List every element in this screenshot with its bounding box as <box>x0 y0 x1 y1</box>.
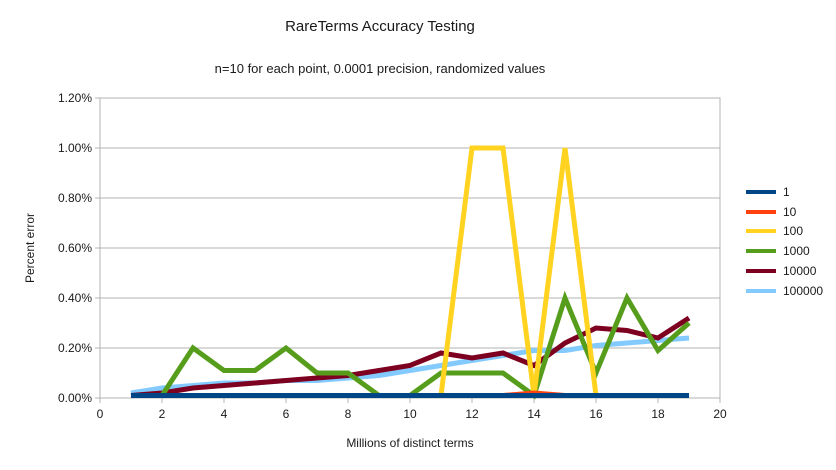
y-tick-label: 0.00% <box>58 391 92 405</box>
legend-label-10: 10 <box>783 204 797 219</box>
x-tick-label: 20 <box>713 407 727 421</box>
y-tick-label: 0.20% <box>58 341 92 355</box>
x-tick-label: 14 <box>527 407 541 421</box>
series-line-1000 <box>131 290 691 400</box>
legend-label-100: 100 <box>783 224 804 239</box>
y-tick-label: 0.40% <box>58 291 92 305</box>
y-tick-label: 1.00% <box>58 141 92 155</box>
legend-swatch-100000 <box>746 288 776 293</box>
legend: 1 10 100 1000 10000 100000 <box>746 182 823 301</box>
x-tick-label: 12 <box>465 407 479 421</box>
x-tick-label: 4 <box>221 407 228 421</box>
legend-swatch-1000 <box>746 249 776 254</box>
legend-item-1000: 1000 <box>746 241 823 261</box>
x-axis-title: Millions of distinct terms <box>346 436 474 450</box>
x-tick-label: 6 <box>283 407 290 421</box>
x-tick-label: 10 <box>403 407 417 421</box>
series-line-10000 <box>130 315 691 398</box>
x-tick-label: 16 <box>589 407 603 421</box>
legend-item-100000: 100000 <box>746 281 823 301</box>
legend-label-1: 1 <box>783 184 790 199</box>
legend-item-10: 10 <box>746 202 823 222</box>
legend-swatch-100 <box>746 229 776 234</box>
y-axis-title: Percent error <box>23 212 37 284</box>
legend-item-100: 100 <box>746 222 823 242</box>
y-tick-label: 0.60% <box>58 241 92 255</box>
y-tick-label: 0.80% <box>58 191 92 205</box>
legend-label-10000: 10000 <box>783 264 817 279</box>
legend-swatch-10 <box>746 209 776 214</box>
legend-swatch-10000 <box>746 269 776 274</box>
x-tick-label: 8 <box>345 407 352 421</box>
series-line-100 <box>131 145 689 398</box>
legend-item-1: 1 <box>746 182 823 202</box>
chart-subtitle: n=10 for each point, 0.0001 precision, r… <box>214 61 546 76</box>
legend-label-1000: 1000 <box>783 244 810 259</box>
chart-title: RareTerms Accuracy Testing <box>285 18 475 35</box>
x-tick-label: 0 <box>97 407 104 421</box>
legend-item-10000: 10000 <box>746 261 823 281</box>
x-tick-label: 2 <box>159 407 166 421</box>
legend-label-100000: 100000 <box>783 283 824 298</box>
x-tick-label: 18 <box>651 407 665 421</box>
legend-swatch-1 <box>746 189 776 194</box>
y-tick-label: 1.20% <box>58 91 92 105</box>
